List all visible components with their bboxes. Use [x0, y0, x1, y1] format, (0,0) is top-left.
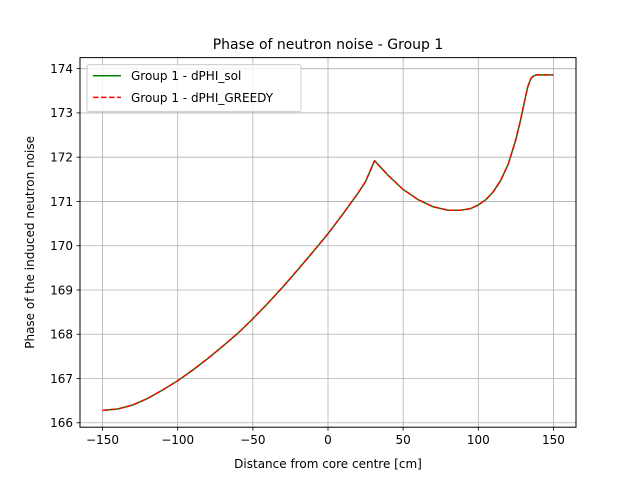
y-tick-label: 168 [50, 328, 73, 342]
chart-title: Phase of neutron noise - Group 1 [213, 37, 444, 53]
y-tick-label: 171 [50, 195, 73, 209]
legend-label-dphi-greedy: Group 1 - dPHI_GREEDY [131, 91, 274, 105]
x-tick-label: −150 [86, 433, 119, 447]
series-line-group-1-dphi-greedy [102, 74, 554, 412]
legend-box [86, 64, 302, 113]
y-tick-label: 172 [50, 150, 73, 164]
x-tick-label: 150 [542, 433, 565, 447]
y-tick-label: 166 [50, 416, 73, 430]
x-tick-label: −100 [161, 433, 194, 447]
x-tick-label: 100 [467, 433, 490, 447]
y-tick-label: 167 [50, 372, 73, 386]
legend: Group 1 - dPHI_sol Group 1 - dPHI_GREEDY [86, 64, 302, 113]
legend-label-dphi-sol: Group 1 - dPHI_sol [131, 69, 241, 83]
y-tick-label: 173 [50, 106, 73, 120]
x-axis-label: Distance from core centre [cm] [234, 457, 422, 471]
x-tick-label: −50 [240, 433, 265, 447]
grid [80, 57, 576, 428]
x-tick-label: 50 [396, 433, 411, 447]
plot-lines [102, 74, 554, 412]
y-tick-label: 170 [50, 239, 73, 253]
y-tick-label: 169 [50, 283, 73, 297]
y-tick-label: 174 [50, 62, 73, 76]
axis-ticks: −150 −100 −50 0 50 100 150 166 167 168 169 170 171 17… [50, 62, 565, 447]
y-axis-label: Phase of the induced neutron noise [23, 136, 37, 349]
x-tick-label: 0 [324, 433, 332, 447]
